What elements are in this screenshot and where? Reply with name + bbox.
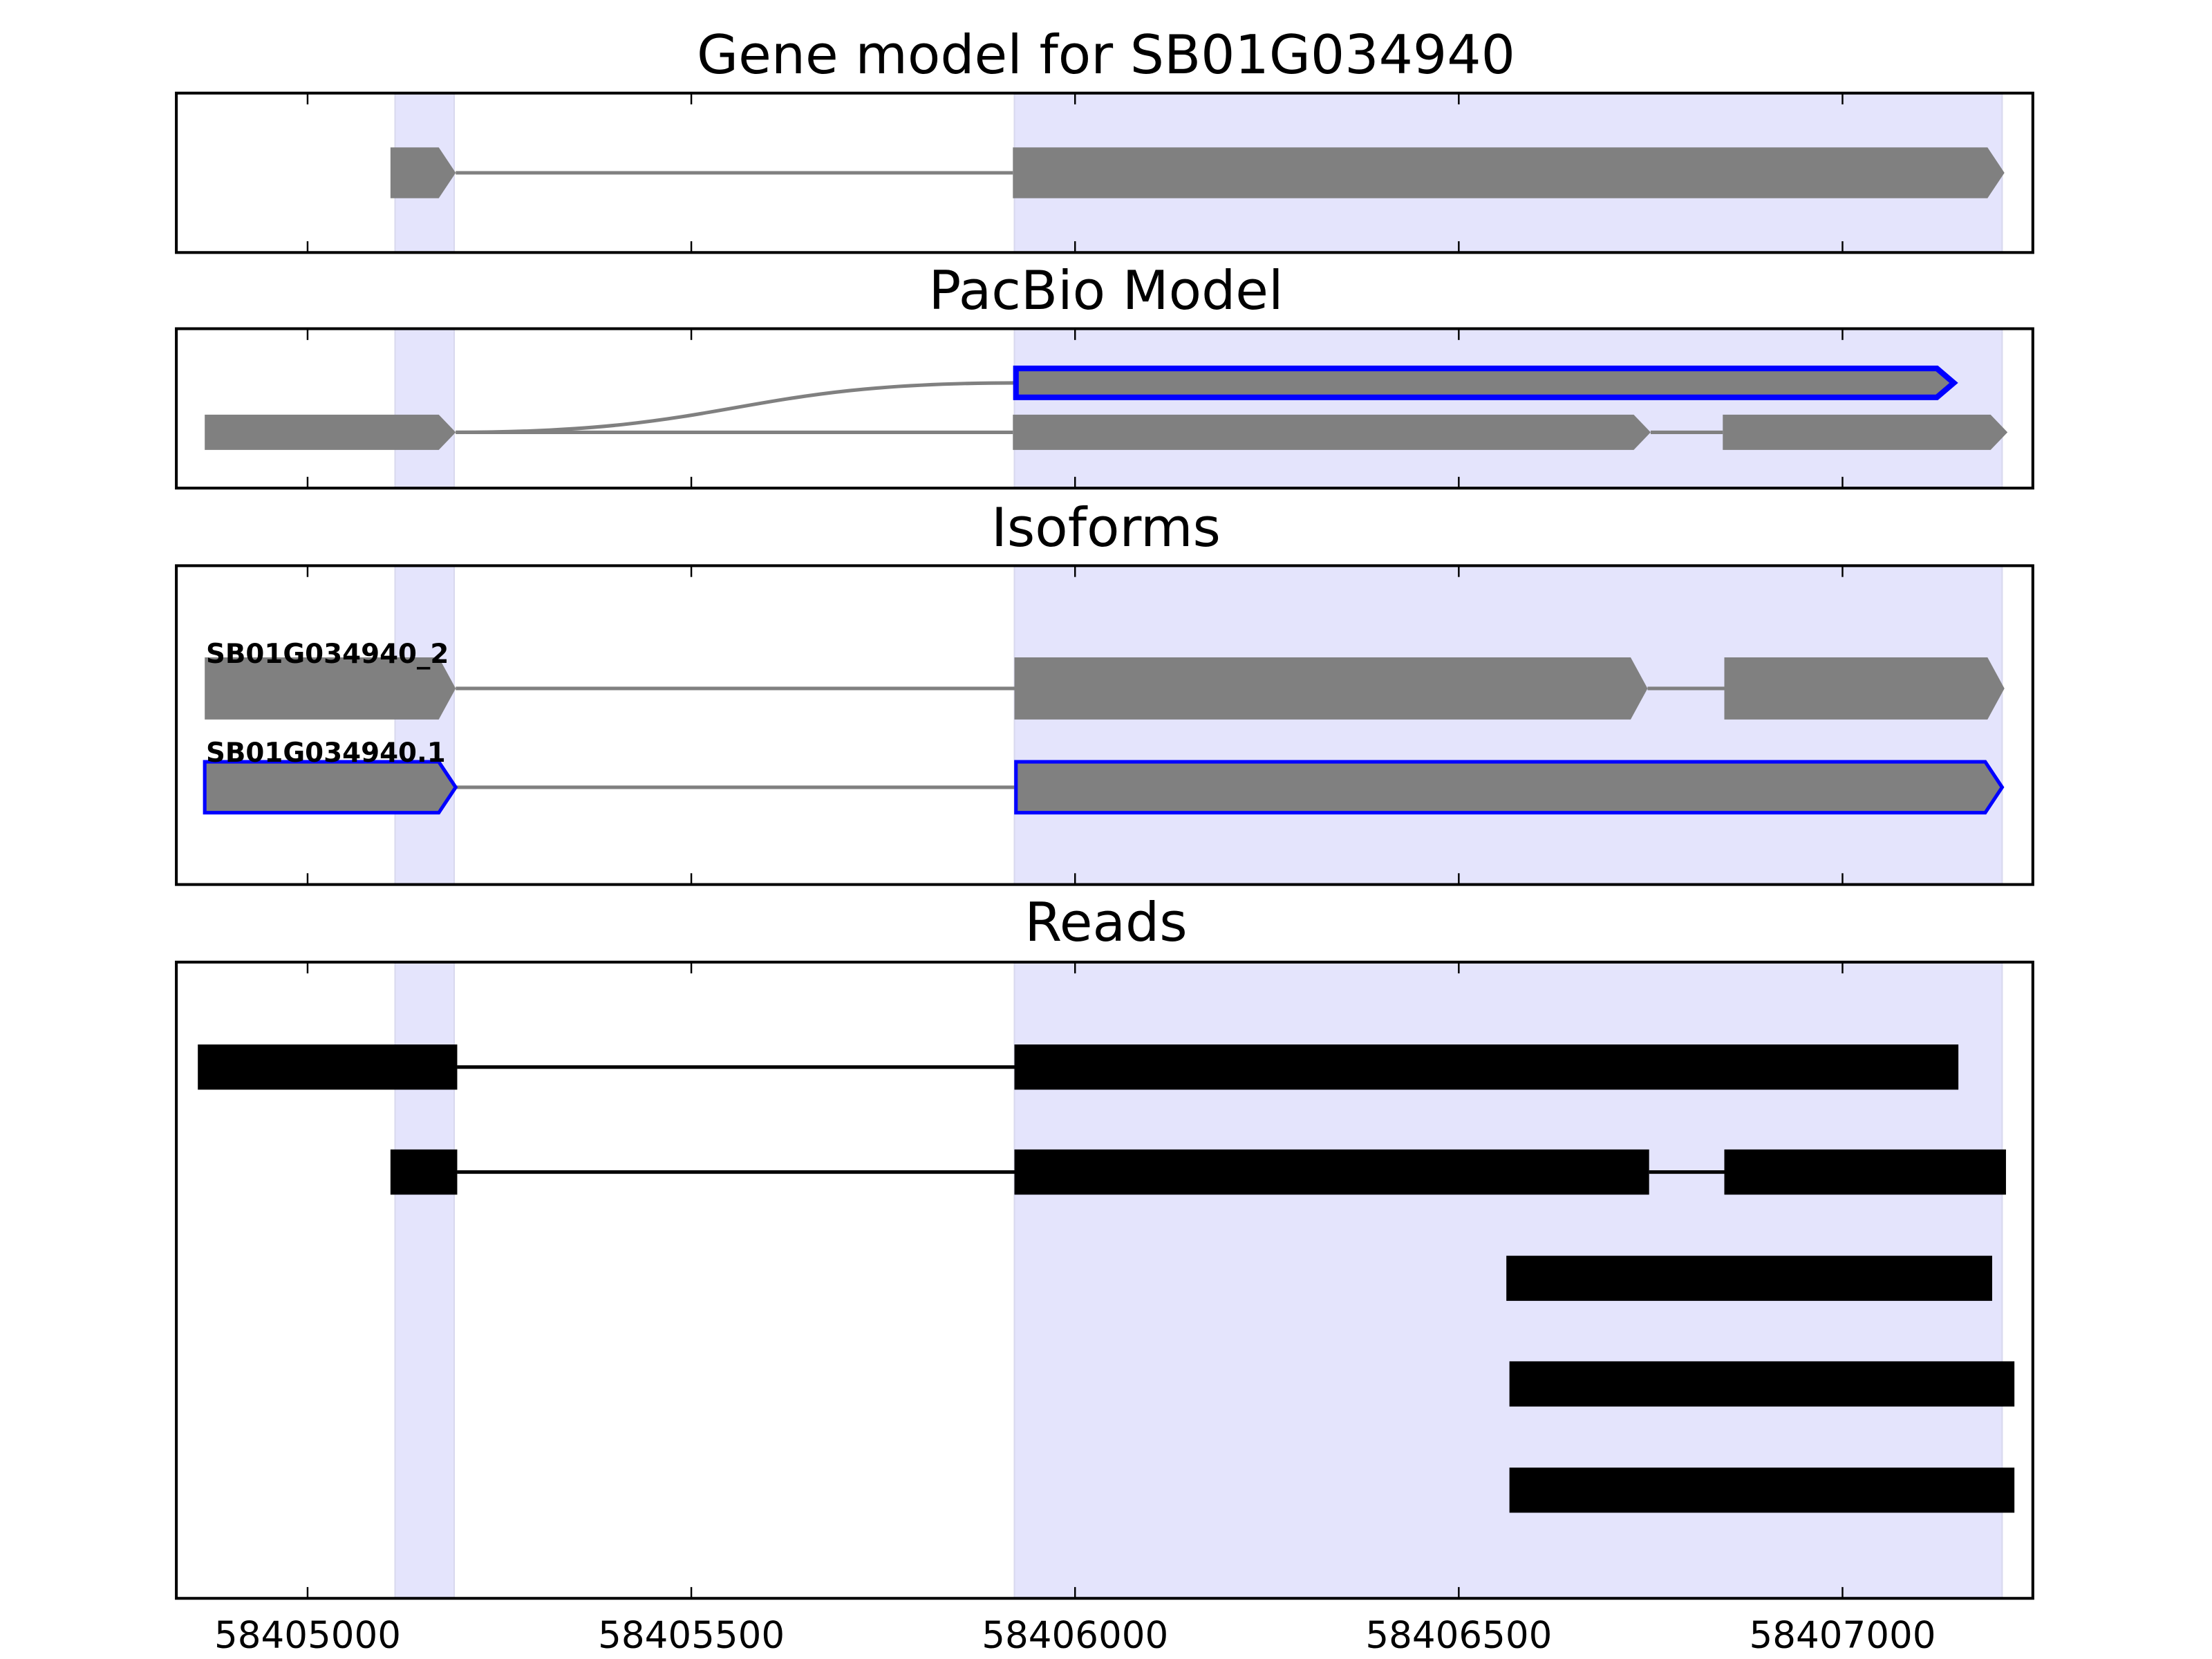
exon [1723, 414, 2008, 450]
track [1509, 1361, 2015, 1407]
panel-title: Reads [1024, 892, 1187, 954]
exon [205, 414, 456, 450]
x-tick-label: 58405000 [214, 1614, 401, 1657]
highlight-band [1013, 565, 2003, 885]
exon [390, 1149, 458, 1195]
isoform-label: SB01G034940.1 [206, 738, 446, 769]
exon [203, 760, 458, 815]
track [205, 414, 2008, 450]
exon [1013, 147, 2005, 198]
isoform-label: SB01G034940_2 [206, 639, 449, 670]
track [456, 365, 1958, 434]
exon [1509, 1468, 2015, 1513]
highlight-band [394, 328, 456, 489]
track [198, 1044, 1959, 1090]
exon [1509, 1361, 2015, 1407]
track [1506, 1255, 1992, 1301]
highlight-band [1013, 328, 2003, 489]
track [390, 147, 2005, 198]
track [1509, 1468, 2015, 1513]
exon [1724, 1149, 2006, 1195]
panel-frame [175, 91, 2034, 254]
track: SB01G034940_2 [205, 639, 2005, 720]
exon [1013, 365, 1958, 400]
x-tick-label: 58405500 [598, 1614, 785, 1657]
track [390, 1149, 2006, 1195]
exon [1506, 1255, 1992, 1301]
exon [1014, 1149, 1649, 1195]
panel-frame [175, 564, 2034, 886]
panel-2: Isoforms SB01G034940_2 SB01G034940.1 [175, 497, 2034, 886]
exon [1014, 760, 2005, 815]
panel-title: PacBio Model [928, 260, 1283, 322]
panel-3: Reads [175, 892, 2034, 1600]
exon [1014, 657, 1648, 720]
x-tick-label: 58406000 [982, 1614, 1168, 1657]
panel-frame [175, 327, 2034, 490]
exon [198, 1044, 458, 1090]
exon [1724, 657, 2005, 720]
exon [390, 147, 456, 198]
exon [1014, 1044, 1959, 1090]
panel-title: Isoforms [991, 497, 1221, 559]
x-tick-label: 58407000 [1749, 1614, 1936, 1657]
panel-1: PacBio Model [175, 260, 2034, 490]
exon [1013, 414, 1651, 450]
panel-frame [175, 960, 2034, 1600]
panel-title: Gene model for SB01G034940 [697, 24, 1515, 86]
highlight-band [394, 565, 456, 885]
exon [205, 657, 456, 720]
intron-curve [456, 381, 1016, 434]
track: SB01G034940.1 [203, 738, 2005, 815]
x-tick-label: 58406500 [1365, 1614, 1552, 1657]
panel-0: Gene model for SB01G034940 [175, 24, 2034, 254]
